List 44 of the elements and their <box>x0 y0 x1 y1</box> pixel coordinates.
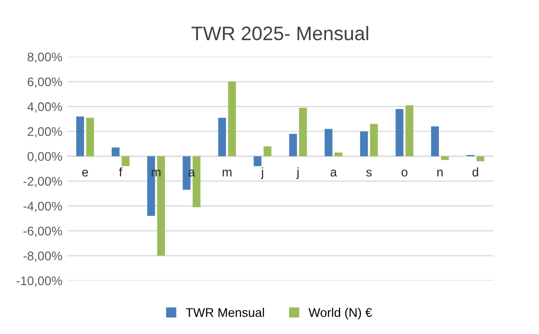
x-tick-label: s <box>366 170 372 177</box>
bar <box>218 118 226 156</box>
bar <box>396 108 404 156</box>
legend-label: TWR Mensual <box>186 308 264 317</box>
y-tick-label: 8,00% <box>28 52 62 63</box>
bar <box>324 128 332 156</box>
bar <box>406 105 414 156</box>
bar <box>254 156 262 166</box>
bar <box>76 116 84 156</box>
y-tick-label: -2,00% <box>23 176 62 188</box>
bar <box>441 156 449 160</box>
x-tick-label: m <box>152 170 160 176</box>
x-tick-label: j <box>296 167 299 179</box>
bar <box>86 118 94 156</box>
y-tick-label: 6,00% <box>28 77 62 88</box>
y-tick-label: -8,00% <box>23 251 62 262</box>
chart-title: TWR 2025- Mensual <box>192 26 368 40</box>
x-tick-label: a <box>330 170 337 177</box>
y-tick-label: -4,00% <box>23 202 62 212</box>
bar <box>299 108 307 156</box>
y-tick-label: 0,00% <box>28 152 62 162</box>
x-tick-label: m <box>222 170 232 176</box>
bar <box>289 134 297 156</box>
x-tick-label: a <box>188 170 196 177</box>
bar <box>360 131 368 156</box>
bar <box>112 148 120 156</box>
y-tick-label: -6,00% <box>23 226 62 237</box>
bar <box>476 156 484 162</box>
y-tick-label: 2,00% <box>28 127 62 138</box>
bar <box>431 126 439 156</box>
y-tick-label: 4,00% <box>27 102 62 113</box>
x-tick-label: n <box>437 170 443 176</box>
x-tick-label: o <box>402 170 408 177</box>
x-tick-label: d <box>472 167 478 177</box>
x-tick-label: e <box>82 170 88 177</box>
x-tick-label: j <box>260 167 264 179</box>
bar <box>370 124 378 156</box>
x-tick-label: f <box>119 167 122 176</box>
y-tick-label: -10,00% <box>16 276 62 287</box>
bar <box>228 82 236 156</box>
legend-label: World (N) € <box>308 308 372 320</box>
bar <box>122 156 130 166</box>
bar <box>334 152 342 156</box>
bar <box>264 146 272 156</box>
